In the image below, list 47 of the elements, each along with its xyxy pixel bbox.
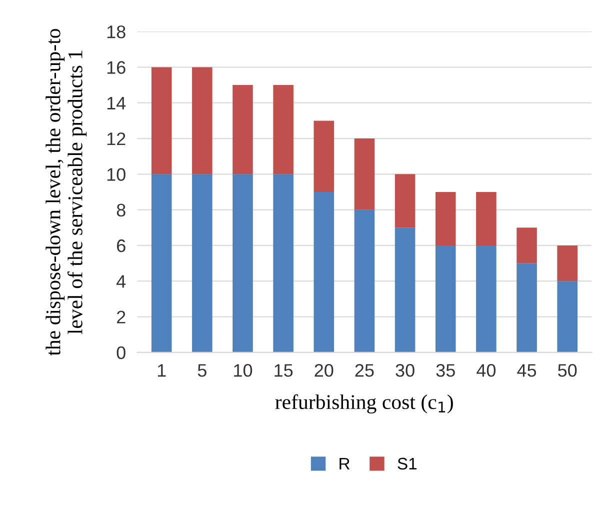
y-tick-label: 14 — [107, 96, 126, 110]
x-tick-label: 20 — [314, 364, 334, 377]
bar — [273, 174, 294, 352]
bar — [314, 192, 334, 352]
bar — [354, 138, 375, 210]
x-axis-title: refurbishing cost (c$_{1}$) — [275, 394, 453, 414]
y-tick-label: 0 — [116, 346, 126, 360]
bar — [435, 192, 456, 246]
bar — [557, 245, 578, 282]
y-tick-label: 2 — [117, 310, 126, 324]
bar — [476, 245, 496, 352]
x-tick-label: 1 — [158, 364, 166, 377]
x-tick-label: 45 — [517, 364, 536, 377]
bar — [192, 174, 212, 352]
bar — [232, 174, 253, 352]
bar — [273, 85, 294, 174]
legend-label: S1 — [398, 458, 417, 470]
bar — [394, 228, 416, 352]
x-tick-label: 50 — [558, 364, 577, 377]
y-tick-label: 8 — [116, 204, 126, 217]
bar — [354, 210, 375, 352]
y-tick-label: 10 — [107, 168, 126, 181]
bar — [516, 228, 537, 264]
x-tick-label: 25 — [355, 364, 374, 377]
bar — [476, 192, 496, 246]
y-tick-label: 4 — [116, 275, 126, 288]
bar — [516, 263, 537, 352]
y-tick-label: 6 — [117, 239, 126, 252]
bar — [435, 245, 456, 352]
y-axis-title: the dispose-down level, the order-up-to level of the serviceable products 1 — [46, 28, 87, 356]
bar — [394, 174, 416, 228]
bar — [151, 67, 172, 174]
y-tick-label: 16 — [107, 61, 126, 74]
x-tick-label: 15 — [274, 364, 293, 377]
bar — [557, 281, 578, 352]
y-tick-label: 12 — [107, 132, 126, 146]
x-tick-label: 35 — [436, 364, 455, 377]
y-tick-label: 18 — [107, 25, 126, 38]
x-tick-label: 10 — [234, 364, 252, 377]
bar — [192, 67, 212, 174]
bar — [314, 120, 334, 192]
bar — [151, 174, 172, 352]
legend-label: R — [340, 458, 350, 470]
x-tick-label: 30 — [396, 364, 414, 377]
x-tick-label: 5 — [198, 364, 206, 377]
x-tick-label: 40 — [476, 364, 496, 377]
bar — [232, 85, 253, 174]
